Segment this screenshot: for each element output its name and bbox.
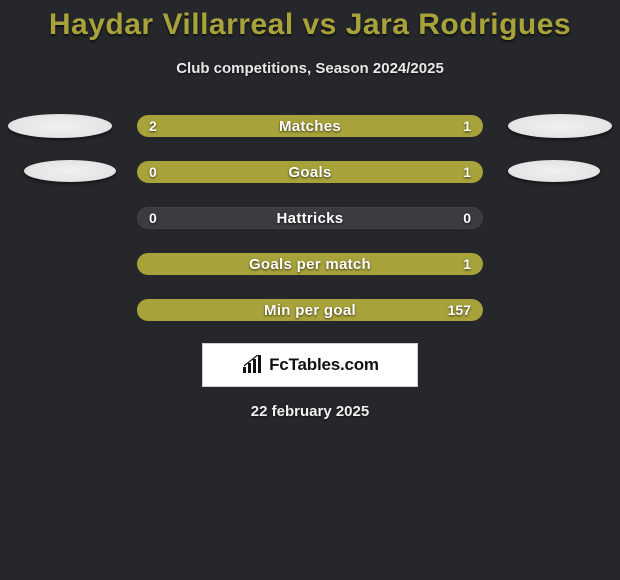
- stat-row: 01Goals: [0, 161, 620, 183]
- date-label: 22 february 2025: [0, 403, 620, 420]
- stat-bar: 1Goals per match: [137, 253, 483, 275]
- stat-row: 1Goals per match: [0, 253, 620, 275]
- logo-box: FcTables.com: [202, 343, 418, 387]
- logo-text-prefix: Fc: [269, 355, 288, 374]
- player-right-ellipse: [508, 114, 612, 138]
- chart-icon: [241, 355, 265, 375]
- stat-bar: 157Min per goal: [137, 299, 483, 321]
- player-right-ellipse: [508, 160, 600, 182]
- page-title: Haydar Villarreal vs Jara Rodrigues: [0, 0, 620, 42]
- stat-bar: 21Matches: [137, 115, 483, 137]
- logo-text-suffix: Tables.com: [289, 355, 379, 374]
- stat-label: Hattricks: [137, 207, 483, 229]
- stat-label: Goals: [137, 161, 483, 183]
- stat-row: 00Hattricks: [0, 207, 620, 229]
- player-left-ellipse: [8, 114, 112, 138]
- subtitle: Club competitions, Season 2024/2025: [0, 60, 620, 77]
- stat-label: Goals per match: [137, 253, 483, 275]
- stat-row: 157Min per goal: [0, 299, 620, 321]
- player-left-ellipse: [24, 160, 116, 182]
- stats-rows: 21Matches 01Goals 00Hattricks 1Goals per ma…: [0, 115, 620, 321]
- stat-bar: 00Hattricks: [137, 207, 483, 229]
- stat-label: Min per goal: [137, 299, 483, 321]
- stat-label: Matches: [137, 115, 483, 137]
- stat-bar: 01Goals: [137, 161, 483, 183]
- stat-row: 21Matches: [0, 115, 620, 137]
- logo-text: FcTables.com: [269, 355, 379, 375]
